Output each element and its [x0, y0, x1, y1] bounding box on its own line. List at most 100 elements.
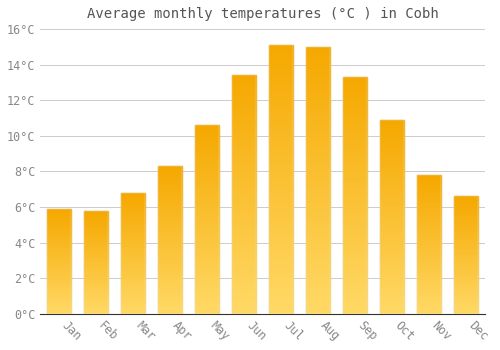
Bar — [380, 242, 404, 244]
Bar — [84, 290, 108, 291]
Bar — [47, 253, 71, 254]
Bar — [306, 180, 330, 183]
Bar — [454, 207, 478, 208]
Bar — [306, 226, 330, 229]
Bar — [47, 213, 71, 214]
Bar — [158, 221, 182, 222]
Bar — [121, 217, 145, 218]
Bar — [84, 270, 108, 271]
Bar — [454, 222, 478, 223]
Bar — [269, 180, 293, 182]
Bar — [121, 248, 145, 250]
Bar — [195, 274, 219, 276]
Bar — [454, 218, 478, 219]
Bar — [232, 271, 256, 273]
Bar — [306, 301, 330, 303]
Bar — [306, 188, 330, 191]
Bar — [47, 257, 71, 258]
Bar — [158, 182, 182, 184]
Bar — [47, 285, 71, 286]
Bar — [380, 223, 404, 225]
Bar — [380, 217, 404, 219]
Bar — [47, 215, 71, 216]
Bar — [343, 200, 367, 203]
Bar — [418, 286, 442, 287]
Bar — [195, 240, 219, 242]
Bar — [195, 144, 219, 146]
Bar — [380, 300, 404, 302]
Bar — [306, 47, 330, 50]
Bar — [47, 273, 71, 274]
Bar — [47, 260, 71, 261]
Bar — [454, 215, 478, 216]
Bar — [306, 276, 330, 279]
Bar — [84, 276, 108, 277]
Bar — [121, 284, 145, 285]
Bar — [269, 196, 293, 198]
Bar — [158, 253, 182, 255]
Bar — [343, 271, 367, 274]
Bar — [306, 108, 330, 111]
Bar — [232, 190, 256, 192]
Bar — [84, 257, 108, 258]
Bar — [84, 264, 108, 265]
Bar — [306, 279, 330, 282]
Bar — [84, 300, 108, 301]
Bar — [380, 186, 404, 188]
Bar — [380, 213, 404, 215]
Bar — [454, 216, 478, 218]
Bar — [232, 250, 256, 252]
Bar — [380, 238, 404, 240]
Bar — [454, 280, 478, 281]
Bar — [158, 184, 182, 186]
Bar — [454, 310, 478, 312]
Bar — [195, 227, 219, 229]
Bar — [47, 280, 71, 281]
Bar — [47, 278, 71, 279]
Bar — [306, 287, 330, 290]
Bar — [121, 256, 145, 257]
Bar — [121, 298, 145, 299]
Bar — [380, 269, 404, 271]
Bar — [232, 87, 256, 90]
Bar — [195, 310, 219, 312]
Bar — [195, 225, 219, 227]
Bar — [454, 265, 478, 266]
Bar — [121, 273, 145, 274]
Bar — [380, 164, 404, 166]
Bar — [158, 186, 182, 187]
Bar — [84, 283, 108, 284]
Bar — [232, 135, 256, 137]
Bar — [454, 275, 478, 276]
Bar — [269, 66, 293, 69]
Bar — [343, 186, 367, 188]
Bar — [232, 180, 256, 183]
Bar — [232, 309, 256, 312]
Bar — [232, 106, 256, 109]
Bar — [343, 129, 367, 132]
Bar — [47, 264, 71, 265]
Bar — [269, 287, 293, 290]
Bar — [343, 222, 367, 224]
Bar — [380, 130, 404, 132]
Bar — [232, 216, 256, 218]
Bar — [195, 184, 219, 186]
Bar — [158, 309, 182, 311]
Bar — [84, 220, 108, 221]
Bar — [418, 289, 442, 290]
Bar — [454, 256, 478, 258]
Bar — [269, 206, 293, 209]
Bar — [306, 52, 330, 55]
Bar — [232, 223, 256, 226]
Bar — [269, 104, 293, 107]
Bar — [269, 231, 293, 233]
Bar — [232, 130, 256, 133]
Bar — [158, 215, 182, 216]
Bar — [232, 83, 256, 85]
Bar — [380, 310, 404, 312]
Bar — [232, 94, 256, 97]
Bar — [418, 310, 442, 311]
Bar — [343, 231, 367, 233]
Bar — [418, 256, 442, 257]
Bar — [418, 175, 442, 176]
